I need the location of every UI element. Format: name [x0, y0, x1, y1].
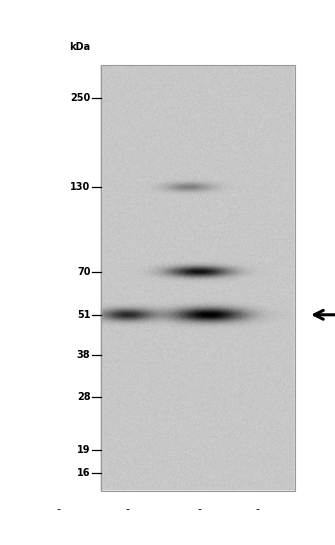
Text: 51: 51 [77, 310, 90, 320]
Text: -: - [57, 505, 61, 514]
Text: 28: 28 [77, 392, 90, 402]
Text: kDa: kDa [69, 42, 90, 52]
Text: -: - [197, 505, 201, 514]
Text: 19: 19 [77, 445, 90, 455]
Text: 70: 70 [77, 267, 90, 277]
Text: -: - [125, 505, 129, 514]
Text: 38: 38 [77, 350, 90, 360]
Text: 250: 250 [70, 93, 90, 102]
Text: 130: 130 [70, 182, 90, 192]
Text: 16: 16 [77, 469, 90, 479]
Bar [100, 65, 295, 490]
Text: -: - [256, 505, 260, 514]
